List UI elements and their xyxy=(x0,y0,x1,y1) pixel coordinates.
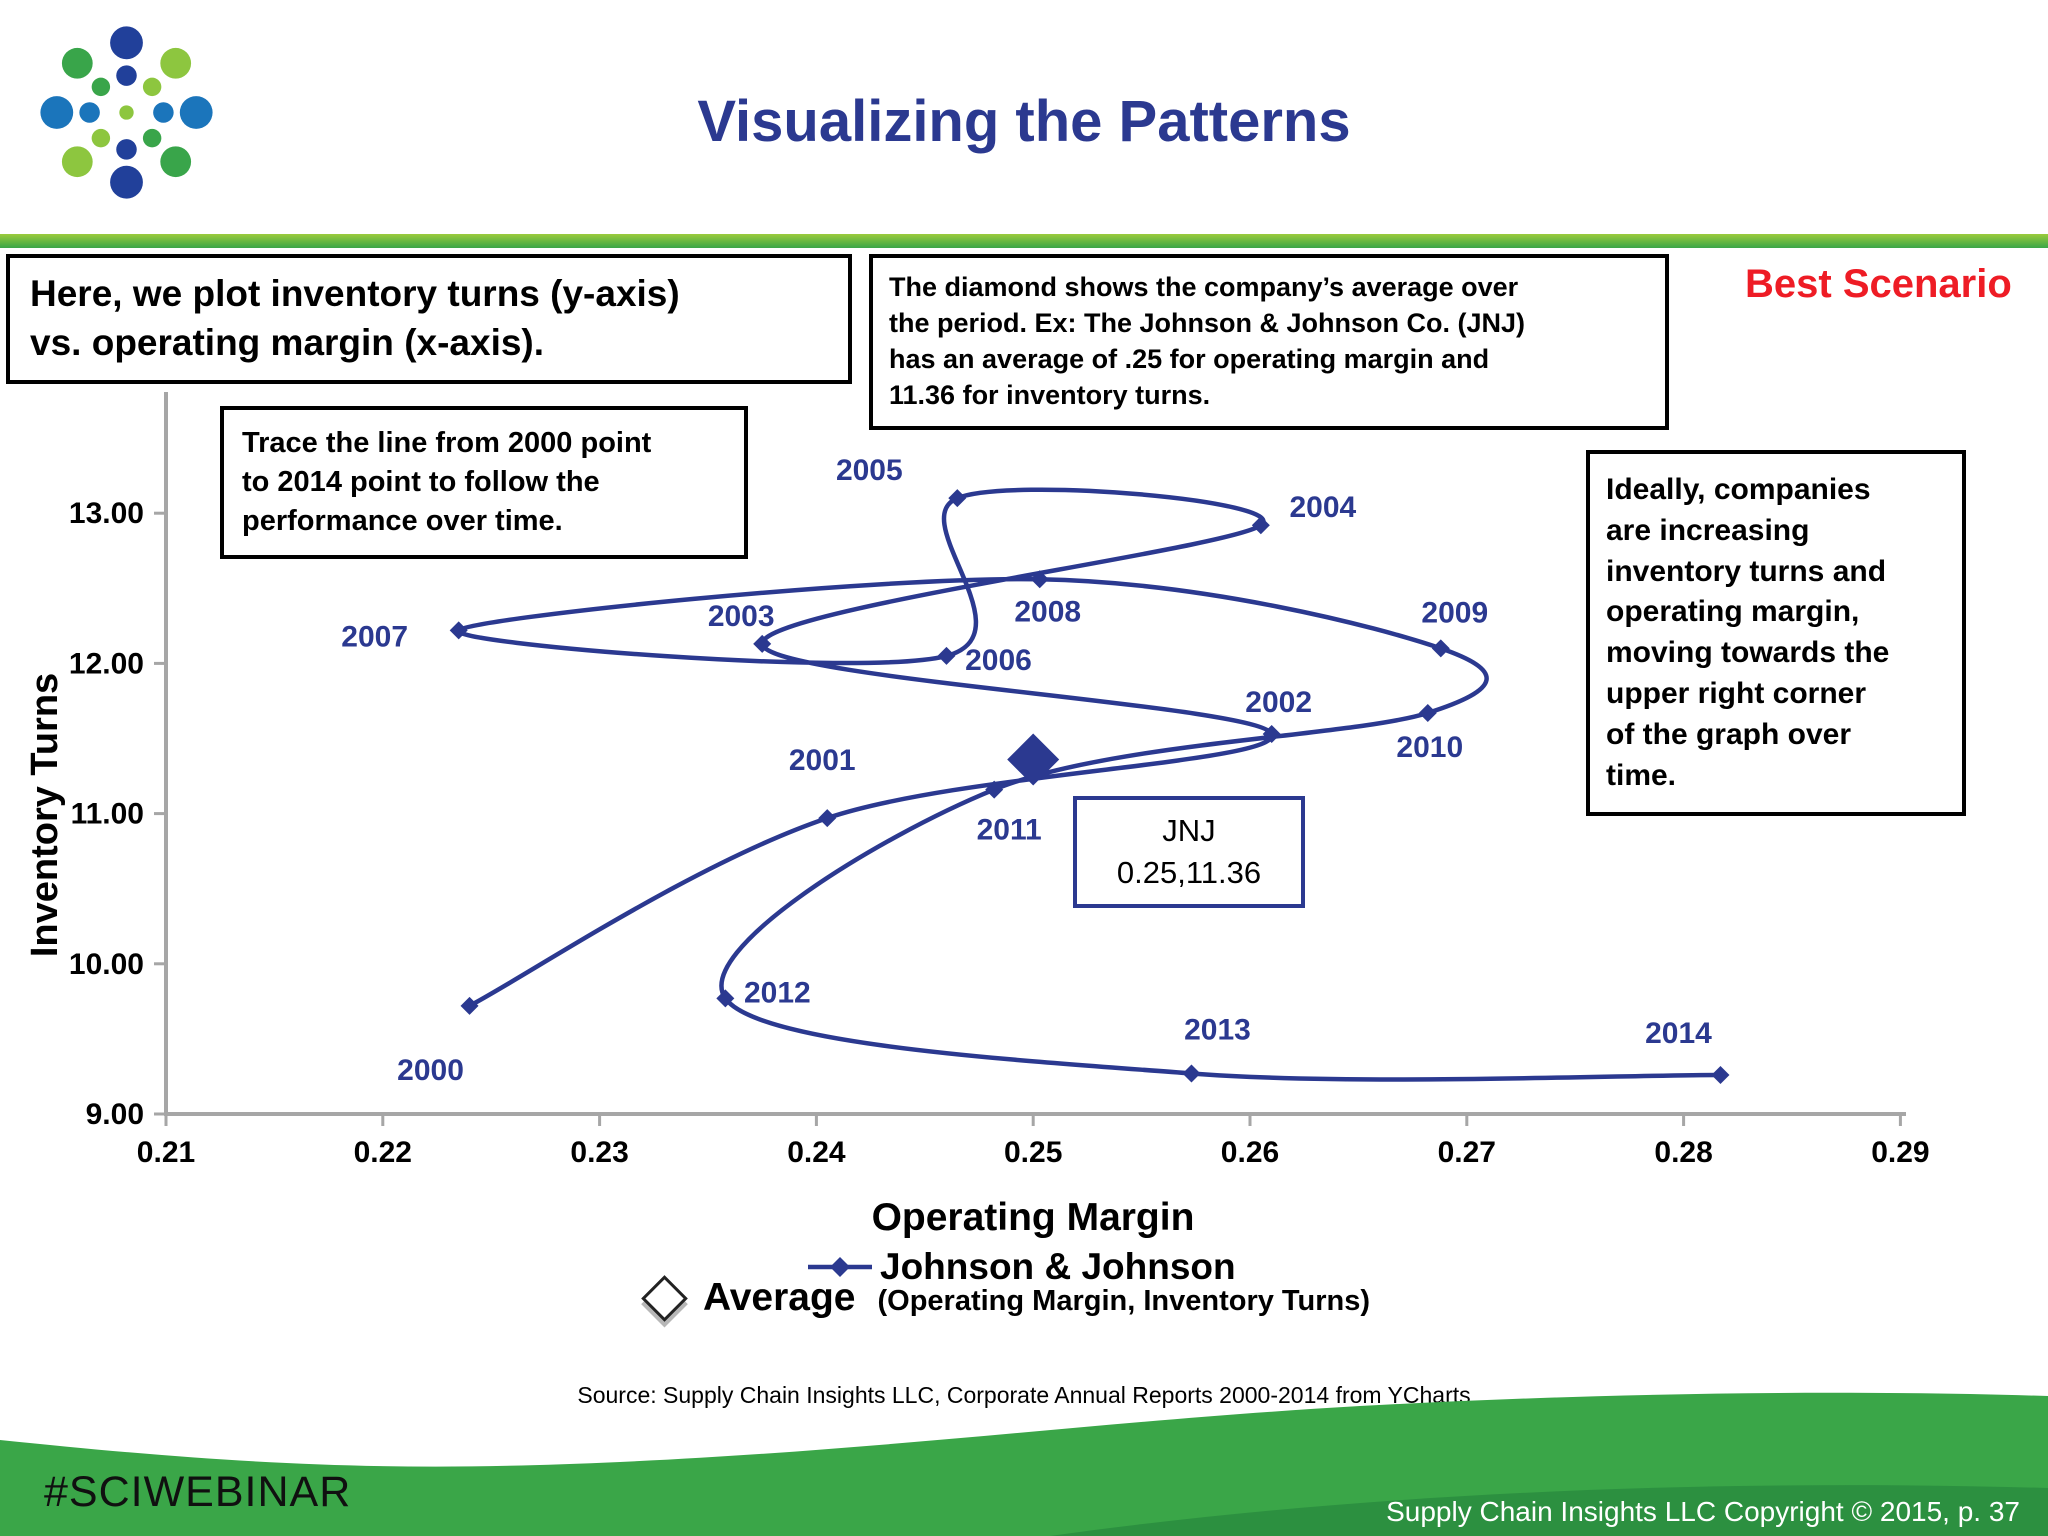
data-point-2013 xyxy=(1182,1064,1201,1083)
slide-title: Visualizing the Patterns xyxy=(697,89,1351,154)
data-point-2003 xyxy=(753,634,772,653)
year-label-2000: 2000 xyxy=(397,1054,464,1087)
data-point-2012 xyxy=(716,989,735,1008)
footer-wave xyxy=(0,1392,2048,1536)
x-tick-label: 0.22 xyxy=(354,1136,412,1169)
year-label-2002: 2002 xyxy=(1245,686,1312,719)
copyright-note: Supply Chain Insights LLC Copyright © 20… xyxy=(1386,1496,2020,1527)
average-callout: JNJ 0.25,11.36 xyxy=(1073,796,1305,908)
x-tick-label: 0.21 xyxy=(137,1136,195,1169)
data-point-2008 xyxy=(1030,570,1049,589)
company-logo-icon xyxy=(40,26,213,199)
webinar-hashtag: #SCIWEBINAR xyxy=(44,1468,352,1516)
data-point-2005 xyxy=(948,489,967,508)
legend-series: Johnson & Johnson xyxy=(806,1246,1236,1288)
legend-average-label: Average xyxy=(703,1276,856,1319)
note-trace-line: Trace the line from 2000 point to 2014 p… xyxy=(220,406,748,560)
year-label-2001: 2001 xyxy=(789,744,856,777)
x-tick-label: 0.26 xyxy=(1221,1136,1279,1169)
year-label-2012: 2012 xyxy=(744,976,811,1009)
x-tick-label: 0.24 xyxy=(787,1136,846,1169)
data-point-2006 xyxy=(937,646,956,665)
average-diamond-icon xyxy=(641,1274,688,1322)
year-label-2003: 2003 xyxy=(708,600,775,633)
data-point-2011 xyxy=(985,780,1004,799)
data-point-2000 xyxy=(460,996,479,1015)
year-label-2009: 2009 xyxy=(1421,596,1488,629)
y-tick-label: 13.00 xyxy=(69,497,144,530)
x-tick-label: 0.29 xyxy=(1871,1136,1929,1169)
y-tick-label: 11.00 xyxy=(71,798,144,831)
average-point-diamond xyxy=(1007,733,1060,786)
y-tick-label: 10.00 xyxy=(69,948,144,981)
series-line xyxy=(456,487,1721,1082)
source-note: Source: Supply Chain Insights LLC, Corpo… xyxy=(577,1382,1471,1408)
year-label-2007: 2007 xyxy=(341,620,408,653)
year-label-2010: 2010 xyxy=(1396,731,1463,764)
x-tick-label: 0.28 xyxy=(1654,1136,1712,1169)
y-axis-title: Inventory Turns xyxy=(24,672,66,958)
legend-line-marker-icon xyxy=(808,1257,872,1277)
x-tick-label: 0.23 xyxy=(570,1136,628,1169)
year-label-2011: 2011 xyxy=(977,814,1042,847)
data-point-2004 xyxy=(1251,516,1270,535)
note-ideal-direction: Ideally, companies are increasing invent… xyxy=(1586,450,1966,817)
y-tick-label: 9.00 xyxy=(86,1098,144,1131)
x-axis-title: Operating Margin xyxy=(871,1196,1195,1239)
legend-average-sublabel: (Operating Margin, Inventory Turns) xyxy=(877,1284,1370,1317)
x-tick-label: 0.27 xyxy=(1438,1136,1496,1169)
data-point-2009 xyxy=(1431,639,1450,658)
year-label-2005: 2005 xyxy=(836,454,903,487)
data-point-2001 xyxy=(818,809,837,828)
best-scenario-label: Best Scenario xyxy=(1745,262,2012,306)
legend-series-label: Johnson & Johnson xyxy=(880,1246,1236,1287)
y-tick-label: 12.00 xyxy=(69,647,144,680)
year-label-2006: 2006 xyxy=(965,644,1032,677)
header-divider xyxy=(0,234,2048,248)
note-plot-axes: Here, we plot inventory turns (y-axis) v… xyxy=(6,254,852,384)
note-diamond-average: The diamond shows the company’s average … xyxy=(869,254,1669,430)
year-label-2014: 2014 xyxy=(1645,1017,1712,1050)
data-point-2014 xyxy=(1711,1065,1730,1084)
year-label-2013: 2013 xyxy=(1184,1013,1251,1046)
year-label-2004: 2004 xyxy=(1289,491,1356,524)
legend-average: Average (Operating Margin, Inventory Tur… xyxy=(641,1274,1370,1322)
data-point-2007 xyxy=(449,621,468,640)
year-label-2008: 2008 xyxy=(1014,595,1081,628)
x-tick-label: 0.25 xyxy=(1004,1136,1062,1169)
data-point-2010 xyxy=(1418,703,1437,722)
data-point-2002 xyxy=(1262,724,1281,743)
